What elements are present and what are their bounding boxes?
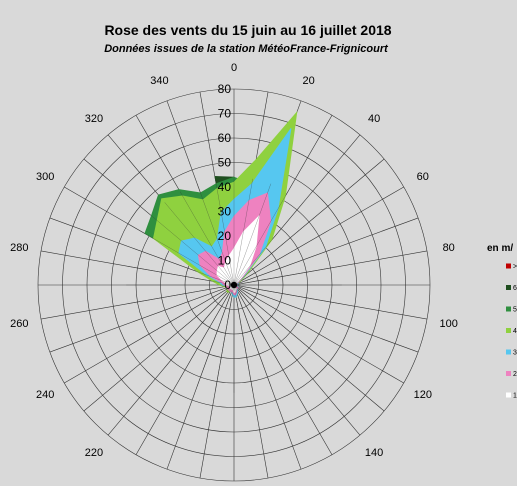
grid-spoke-overlay bbox=[140, 284, 235, 340]
legend-entry-label: 6 bbox=[513, 285, 517, 292]
angle-tick-label: 300 bbox=[36, 171, 54, 183]
grid-spoke-overlay bbox=[164, 202, 235, 286]
grid-spoke-overlay bbox=[215, 178, 235, 286]
legend-entry-label: 3 bbox=[513, 350, 517, 357]
angle-tick-label: 40 bbox=[368, 113, 380, 125]
chart-subtitle: Données issues de la station MétéoFrance… bbox=[104, 43, 389, 55]
radial-tick-label: 70 bbox=[218, 107, 232, 121]
grid-spoke-overlay bbox=[164, 284, 235, 368]
legend-swatch bbox=[506, 392, 511, 398]
legend-swatch bbox=[506, 285, 511, 290]
angle-tick-label: 340 bbox=[150, 75, 168, 87]
radial-labels: 0 10 20 30 40 50 60 70 80 bbox=[218, 82, 232, 292]
grid-spoke-overlay bbox=[233, 202, 304, 286]
legend-entry-label: 5 bbox=[513, 307, 517, 314]
grid-spoke-overlay bbox=[233, 230, 328, 286]
radial-tick-label: 30 bbox=[218, 205, 232, 219]
series-layer bbox=[126, 111, 342, 393]
grid-spoke-overlay bbox=[233, 284, 328, 340]
angle-tick-label: 280 bbox=[10, 242, 28, 254]
grid-spoke-overlay bbox=[127, 284, 235, 304]
legend-swatch bbox=[506, 371, 511, 376]
legend-swatch bbox=[506, 263, 511, 269]
legend: en m/ >6 5 4 3 2 1 bbox=[487, 243, 517, 400]
legend-title: en m/ bbox=[487, 243, 513, 254]
grid-spoke-overlay bbox=[233, 284, 272, 387]
grid-spoke-overlay bbox=[140, 230, 235, 286]
grid-spoke-overlay bbox=[233, 284, 289, 379]
legend-swatch bbox=[506, 349, 511, 355]
grid-spoke-overlay bbox=[233, 284, 253, 392]
grid-spoke-overlay bbox=[233, 183, 272, 286]
legend-swatch bbox=[506, 328, 511, 333]
angle-tick-label: 80 bbox=[443, 242, 455, 254]
radial-tick-label: 60 bbox=[218, 131, 232, 145]
grid-spoke-overlay bbox=[233, 191, 289, 286]
radial-tick-label: 40 bbox=[218, 180, 232, 194]
radial-tick-label: 50 bbox=[218, 156, 232, 170]
legend-entry-label: 4 bbox=[513, 328, 517, 335]
angle-tick-label: 160 bbox=[299, 485, 317, 486]
chart-title: Rose des vents du 15 juin au 16 juillet … bbox=[104, 22, 391, 38]
grid-spoke-overlay bbox=[132, 284, 235, 323]
angle-tick-label: 260 bbox=[10, 318, 28, 330]
grid-spoke-overlay bbox=[233, 284, 304, 368]
grid-spoke-overlay bbox=[196, 284, 235, 387]
angle-tick-label: 120 bbox=[414, 389, 432, 401]
grid-spoke-overlay bbox=[233, 266, 341, 286]
radial-tick-label: 10 bbox=[218, 254, 232, 268]
grid-spoke-overlay bbox=[233, 284, 336, 323]
legend-entry-label: > bbox=[513, 264, 517, 271]
angle-tick-label: 220 bbox=[85, 447, 103, 459]
legend-swatch bbox=[506, 306, 511, 312]
grid-spoke-overlay bbox=[215, 284, 235, 392]
center-point bbox=[230, 281, 238, 289]
angle-tick-label: 140 bbox=[365, 447, 383, 459]
angle-tick-label: 20 bbox=[302, 75, 314, 87]
grid-spoke-overlay bbox=[151, 284, 235, 355]
legend-entry-label: 1 bbox=[513, 393, 517, 400]
angle-tick-label: 240 bbox=[36, 389, 54, 401]
angle-tick-label: 0 bbox=[231, 62, 237, 74]
grid-spoke-overlay bbox=[132, 247, 235, 286]
grid-spoke-overlay bbox=[233, 178, 253, 286]
grid-spoke-overlay bbox=[233, 284, 317, 355]
angle-labels: 0204060801001201401601802002202402602803… bbox=[10, 62, 458, 486]
grid-spoke-overlay bbox=[179, 191, 235, 286]
radial-tick-label: 80 bbox=[218, 82, 232, 96]
grid-spoke-overlay bbox=[233, 247, 336, 286]
grid-spoke-overlay bbox=[233, 215, 317, 286]
angle-tick-label: 200 bbox=[150, 485, 168, 486]
grid-spoke-overlay bbox=[196, 183, 235, 286]
radial-tick-label: 0 bbox=[224, 278, 231, 292]
angle-tick-label: 320 bbox=[85, 113, 103, 125]
angle-tick-label: 100 bbox=[440, 318, 458, 330]
grid-spoke-overlay bbox=[127, 266, 235, 286]
grid-spoke-overlay bbox=[233, 284, 341, 304]
radial-tick-label: 20 bbox=[218, 229, 232, 243]
grid-spoke-overlay bbox=[151, 215, 235, 286]
grid-spoke-overlay bbox=[179, 284, 235, 379]
legend-entry-label: 2 bbox=[513, 371, 517, 378]
angle-tick-label: 60 bbox=[417, 171, 429, 183]
